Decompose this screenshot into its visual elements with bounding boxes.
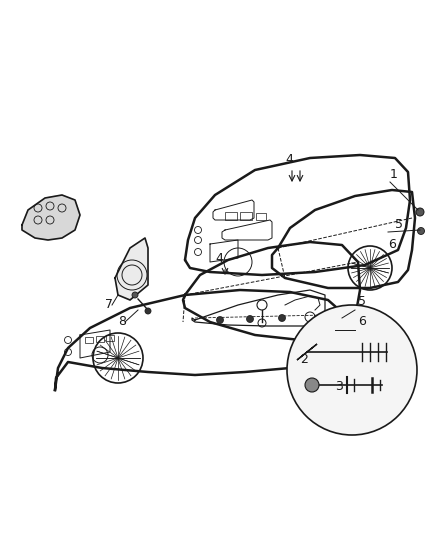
Bar — [240, 212, 252, 220]
Circle shape — [132, 292, 138, 298]
Circle shape — [145, 308, 151, 314]
Circle shape — [416, 208, 424, 216]
Circle shape — [216, 317, 223, 324]
Polygon shape — [297, 344, 317, 360]
Text: 4: 4 — [285, 153, 293, 166]
Text: 1: 1 — [390, 168, 398, 181]
Circle shape — [305, 378, 319, 392]
Circle shape — [417, 228, 424, 235]
Circle shape — [279, 314, 286, 321]
Polygon shape — [22, 195, 80, 240]
Text: 4: 4 — [215, 252, 223, 265]
Text: 6: 6 — [358, 315, 366, 328]
Circle shape — [329, 314, 335, 320]
Bar — [225, 212, 237, 220]
Circle shape — [247, 316, 254, 322]
Text: 8: 8 — [118, 315, 126, 328]
Text: 2: 2 — [300, 353, 308, 366]
Text: 7: 7 — [105, 298, 113, 311]
Text: 3: 3 — [335, 380, 343, 393]
Bar — [106, 335, 114, 341]
Bar — [256, 213, 266, 220]
Text: 5: 5 — [358, 295, 366, 308]
Text: 5: 5 — [395, 218, 403, 231]
Polygon shape — [115, 238, 148, 300]
Bar — [85, 337, 93, 343]
Text: 6: 6 — [388, 238, 396, 251]
Bar — [96, 336, 104, 342]
Circle shape — [287, 305, 417, 435]
